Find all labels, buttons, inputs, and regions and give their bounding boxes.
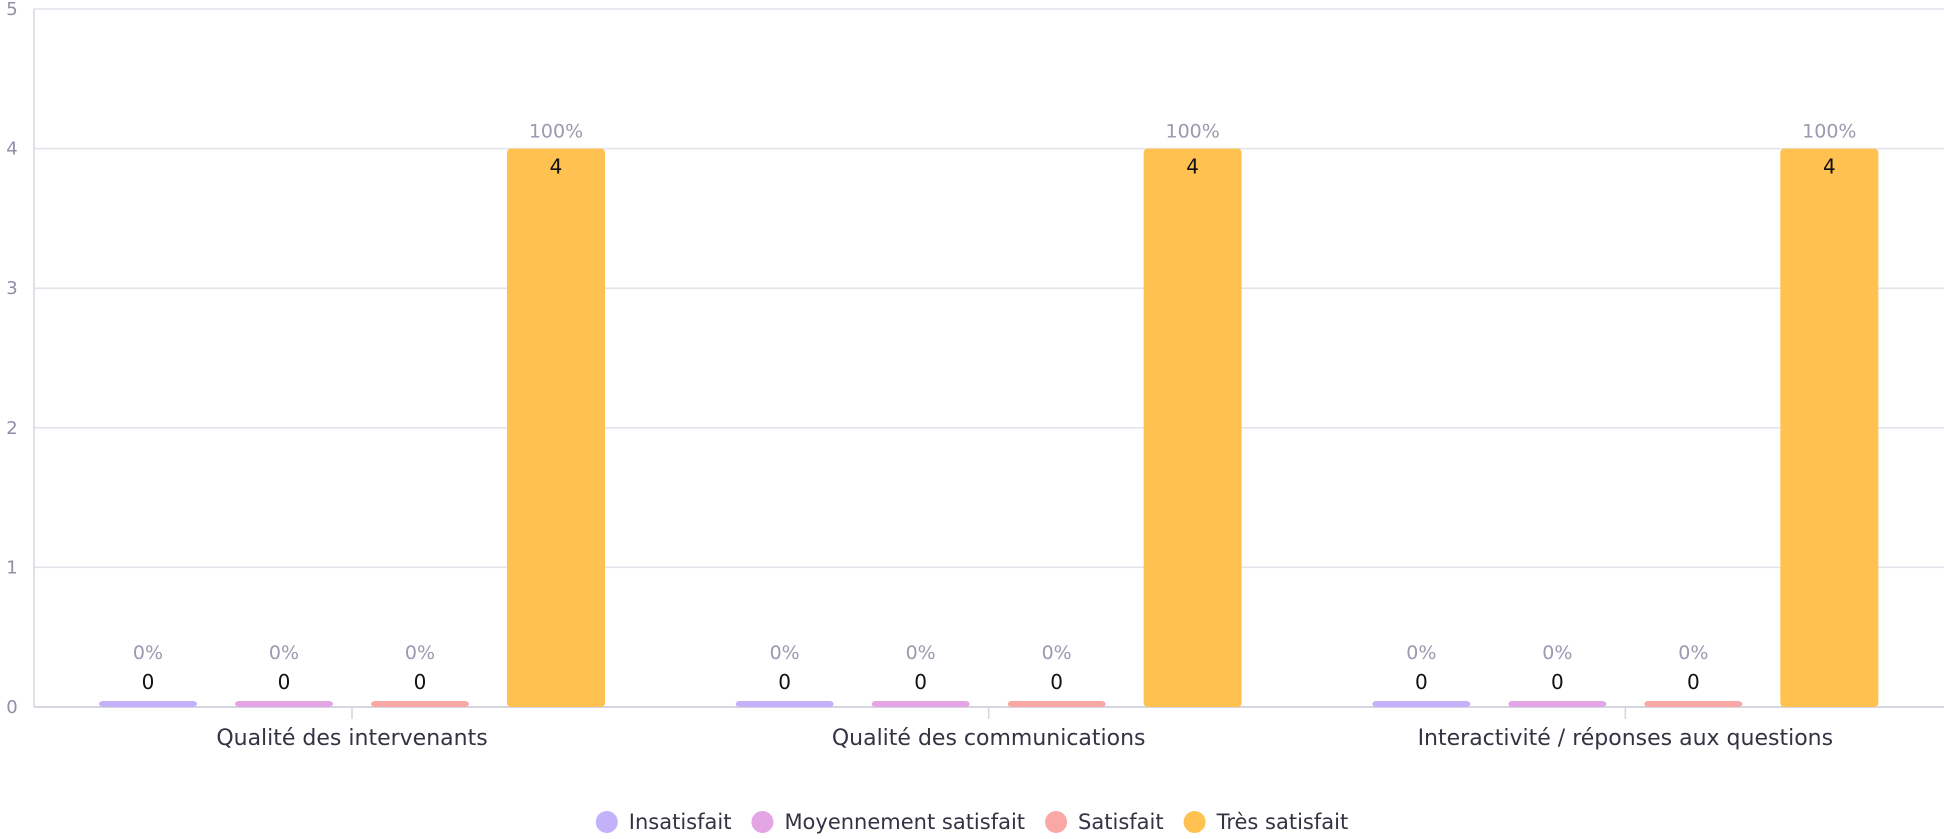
value-label: 0 bbox=[1551, 670, 1564, 694]
percent-label: 100% bbox=[529, 121, 583, 143]
legend-label: Très satisfait bbox=[1216, 810, 1349, 834]
legend-label: Satisfait bbox=[1078, 810, 1164, 834]
percent-label: 0% bbox=[1542, 642, 1572, 664]
value-label: 4 bbox=[1823, 155, 1836, 179]
value-label: 0 bbox=[1687, 670, 1700, 694]
value-label: 0 bbox=[278, 670, 291, 694]
value-label: 0 bbox=[1415, 670, 1428, 694]
bar bbox=[1007, 701, 1106, 707]
legend-swatch bbox=[751, 811, 774, 833]
value-label: 0 bbox=[914, 670, 927, 694]
value-label: 4 bbox=[550, 155, 563, 179]
legend-label: Insatisfait bbox=[629, 810, 732, 834]
legend-item: Très satisfait bbox=[1183, 810, 1349, 834]
legend-item: Insatisfait bbox=[595, 810, 732, 834]
legend-swatch bbox=[1045, 811, 1068, 833]
bar bbox=[1644, 701, 1743, 707]
value-label: 0 bbox=[142, 670, 155, 694]
legend-item: Moyennement satisfait bbox=[751, 810, 1025, 834]
bar bbox=[1143, 148, 1242, 708]
percent-label: 0% bbox=[1042, 642, 1072, 664]
bar bbox=[1780, 148, 1879, 708]
value-label: 0 bbox=[1050, 670, 1063, 694]
bar bbox=[1508, 701, 1607, 707]
value-label: 4 bbox=[1186, 155, 1199, 179]
y-tick-label: 1 bbox=[6, 557, 17, 578]
bar bbox=[735, 701, 834, 707]
bars: 0 0% 0 0% 0 0% 4 100% 0 0% 0 0% 0 0% 4 100% 0 0% 0 0% 0 0% 4 10… bbox=[99, 121, 1879, 708]
percent-label: 0% bbox=[1678, 642, 1708, 664]
y-tick-label: 2 bbox=[6, 418, 17, 439]
y-tick-label: 5 bbox=[6, 0, 17, 20]
bar bbox=[99, 701, 197, 707]
bar bbox=[1372, 701, 1471, 707]
percent-label: 0% bbox=[133, 642, 163, 664]
category-label: Qualité des intervenants bbox=[216, 726, 487, 751]
legend-label: Moyennement satisfait bbox=[784, 810, 1025, 834]
legend-item: Satisfait bbox=[1045, 810, 1164, 834]
y-tick-label: 3 bbox=[6, 278, 17, 299]
percent-label: 0% bbox=[269, 642, 299, 664]
category-label: Interactivité / réponses aux questions bbox=[1418, 726, 1834, 751]
percent-label: 0% bbox=[906, 642, 936, 664]
value-label: 0 bbox=[778, 670, 791, 694]
legend-swatch bbox=[595, 811, 618, 833]
y-tick-label: 0 bbox=[6, 697, 17, 718]
x-axis: Qualité des intervenants Qualité des comm… bbox=[216, 707, 1833, 751]
category-label: Qualité des communications bbox=[832, 726, 1146, 751]
legend-swatch bbox=[1183, 811, 1206, 833]
percent-label: 100% bbox=[1166, 121, 1220, 143]
bar bbox=[371, 701, 469, 707]
percent-label: 0% bbox=[405, 642, 435, 664]
percent-label: 0% bbox=[1406, 642, 1436, 664]
y-tick-label: 4 bbox=[6, 139, 17, 160]
legend: Insatisfait Moyennement satisfait Satisfai… bbox=[595, 810, 1349, 834]
y-axis: 0 1 2 3 4 5 bbox=[6, 0, 17, 718]
bar bbox=[235, 701, 333, 707]
y-grid bbox=[33, 8, 1944, 708]
percent-label: 100% bbox=[1802, 121, 1856, 143]
bar bbox=[507, 148, 605, 708]
percent-label: 0% bbox=[770, 642, 800, 664]
value-label: 0 bbox=[414, 670, 427, 694]
bar bbox=[871, 701, 970, 707]
